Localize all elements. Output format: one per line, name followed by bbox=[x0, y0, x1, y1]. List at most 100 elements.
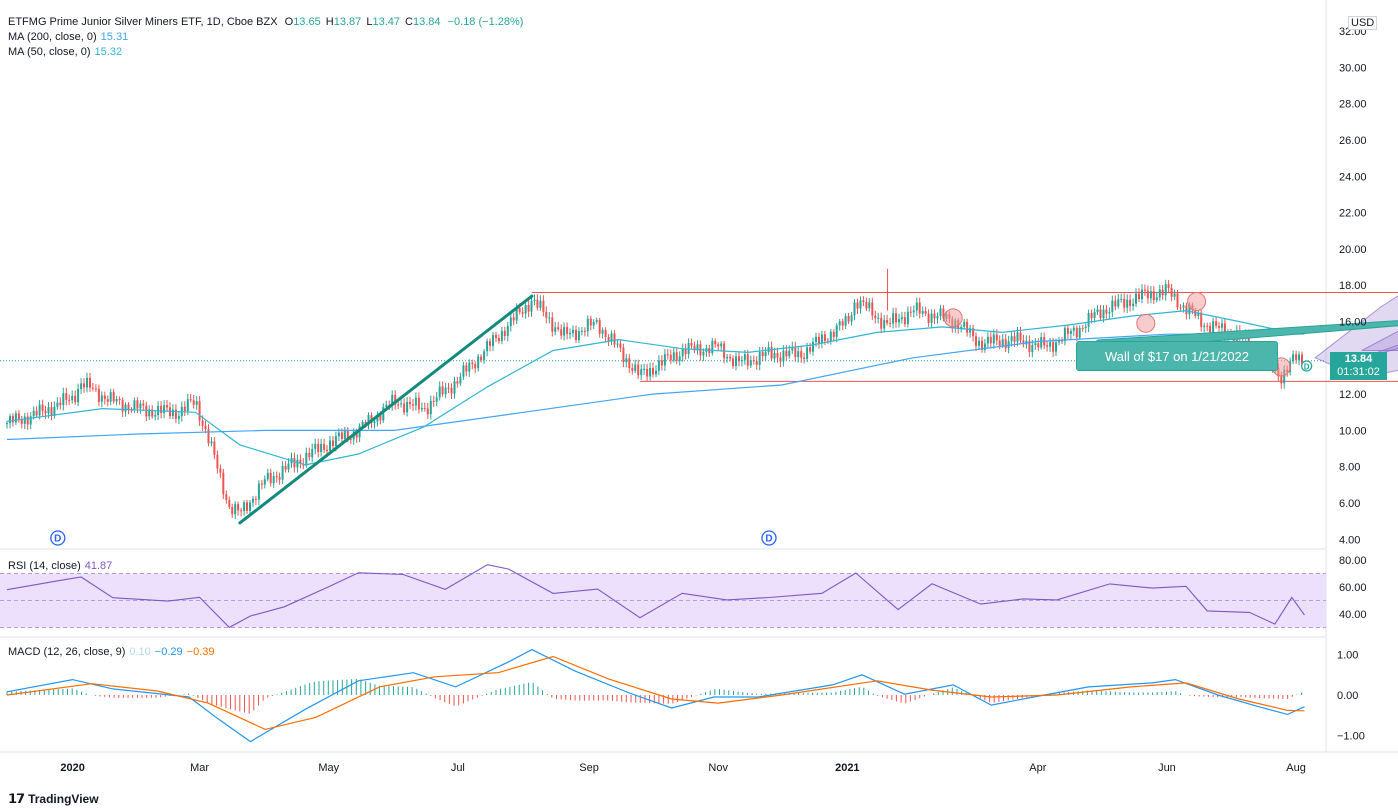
candle-body bbox=[1138, 293, 1140, 300]
wall-callout[interactable]: Wall of $17 on 1/21/2022 bbox=[1076, 341, 1278, 371]
candle-body bbox=[975, 336, 977, 346]
candle-body bbox=[204, 425, 207, 429]
time-tick-label: Jun bbox=[1158, 762, 1176, 774]
candle-body bbox=[44, 410, 47, 414]
candle-body bbox=[554, 327, 557, 332]
candle-body bbox=[1120, 298, 1123, 300]
candle-body bbox=[912, 310, 915, 313]
candle-body bbox=[495, 335, 497, 338]
candle-body bbox=[1031, 345, 1034, 352]
candle-body bbox=[889, 323, 892, 324]
candle-body bbox=[1141, 289, 1143, 300]
candle-body bbox=[563, 327, 566, 336]
candle-body bbox=[989, 336, 992, 344]
candle-body bbox=[1084, 326, 1087, 329]
candle-body bbox=[1063, 327, 1066, 342]
candle-body bbox=[969, 328, 972, 333]
candle-body bbox=[589, 318, 592, 326]
dividend-marker-label: D bbox=[765, 534, 772, 545]
candle-body bbox=[652, 367, 654, 375]
candle-body bbox=[1173, 293, 1176, 297]
candle-body bbox=[542, 300, 545, 312]
candle-body bbox=[666, 354, 669, 356]
close-value: 13.84 bbox=[413, 16, 441, 28]
candle-body bbox=[1099, 309, 1102, 319]
candle-body bbox=[1078, 327, 1081, 338]
candle-body bbox=[732, 358, 734, 366]
candle-body bbox=[711, 340, 714, 354]
candle-body bbox=[909, 311, 912, 313]
candle-body bbox=[35, 410, 38, 416]
macd-legend[interactable]: MACD (12, 26, close, 9) 0.10 −0.29 −0.39 bbox=[8, 645, 214, 659]
candle-body bbox=[391, 394, 394, 406]
tradingview-logo[interactable]: 𝟭𝟳 TradingView bbox=[8, 791, 99, 807]
ma200-label: MA (200, close, 0) bbox=[8, 31, 97, 43]
symbol-legend[interactable]: ETFMG Prime Junior Silver Miners ETF, 1D… bbox=[8, 15, 523, 29]
candle-body bbox=[598, 320, 601, 334]
price-tick-label: 26.00 bbox=[1339, 135, 1367, 147]
last-price-tag: 13.84 01:31:02 bbox=[1330, 352, 1387, 380]
candle-body bbox=[1298, 354, 1300, 360]
candle-body bbox=[468, 362, 471, 372]
candle-body bbox=[121, 399, 124, 412]
candle-body bbox=[1283, 369, 1286, 384]
candle-body bbox=[441, 386, 444, 395]
candle-body bbox=[148, 409, 151, 417]
candle-body bbox=[862, 300, 865, 302]
candle-body bbox=[1022, 340, 1025, 345]
candle-body bbox=[376, 414, 379, 422]
candle-body bbox=[764, 352, 767, 357]
candle-body bbox=[189, 399, 192, 401]
ma200-value: 15.31 bbox=[100, 31, 129, 43]
candle-body bbox=[1069, 330, 1072, 334]
candle-body bbox=[672, 352, 675, 361]
candle-body bbox=[509, 317, 512, 327]
candle-body bbox=[340, 432, 343, 439]
candle-body bbox=[1209, 325, 1212, 333]
candle-body bbox=[886, 320, 889, 323]
candle-body bbox=[314, 444, 317, 449]
candle-body bbox=[94, 388, 97, 390]
candle-body bbox=[231, 507, 234, 515]
candle-body bbox=[506, 326, 509, 336]
macd-label: MACD (12, 26, close, 9) bbox=[8, 646, 126, 658]
candle-body bbox=[1167, 284, 1170, 288]
ma50-legend[interactable]: MA (50, close, 0) 15.32 bbox=[8, 45, 122, 59]
candle-body bbox=[417, 397, 420, 410]
candle-body bbox=[246, 502, 248, 511]
candle-body bbox=[133, 400, 136, 411]
candle-body bbox=[684, 348, 687, 355]
candle-body bbox=[103, 395, 106, 400]
candle-body bbox=[773, 353, 776, 359]
macd-signal-line bbox=[6, 655, 1305, 731]
price-tick-label: 8.00 bbox=[1339, 462, 1360, 474]
candle-body bbox=[409, 402, 411, 405]
candle-body bbox=[136, 400, 139, 409]
candle-body bbox=[201, 420, 204, 426]
candle-body bbox=[334, 436, 337, 446]
rsi-legend[interactable]: RSI (14, close) 41.87 bbox=[8, 559, 112, 573]
candle-body bbox=[414, 397, 417, 406]
candle-body bbox=[663, 354, 666, 366]
candle-body bbox=[50, 407, 53, 416]
candle-body bbox=[305, 453, 308, 466]
currency-label[interactable]: USD bbox=[1348, 16, 1378, 30]
candle-body bbox=[237, 504, 240, 511]
candle-body bbox=[548, 317, 551, 319]
ma200-legend[interactable]: MA (200, close, 0) 15.31 bbox=[8, 30, 128, 44]
candle-body bbox=[992, 334, 995, 344]
candle-body bbox=[486, 341, 489, 352]
candle-body bbox=[524, 305, 527, 314]
candle-body bbox=[1105, 309, 1108, 314]
candle-body bbox=[1161, 289, 1164, 296]
candle-body bbox=[572, 329, 574, 334]
candle-body bbox=[660, 360, 663, 366]
candle-body bbox=[797, 351, 800, 358]
candle-body bbox=[385, 404, 388, 408]
candle-body bbox=[696, 344, 699, 351]
candle-body bbox=[755, 361, 758, 365]
candle-body bbox=[835, 325, 838, 337]
candle-body bbox=[1170, 287, 1173, 297]
candle-body bbox=[89, 377, 91, 388]
